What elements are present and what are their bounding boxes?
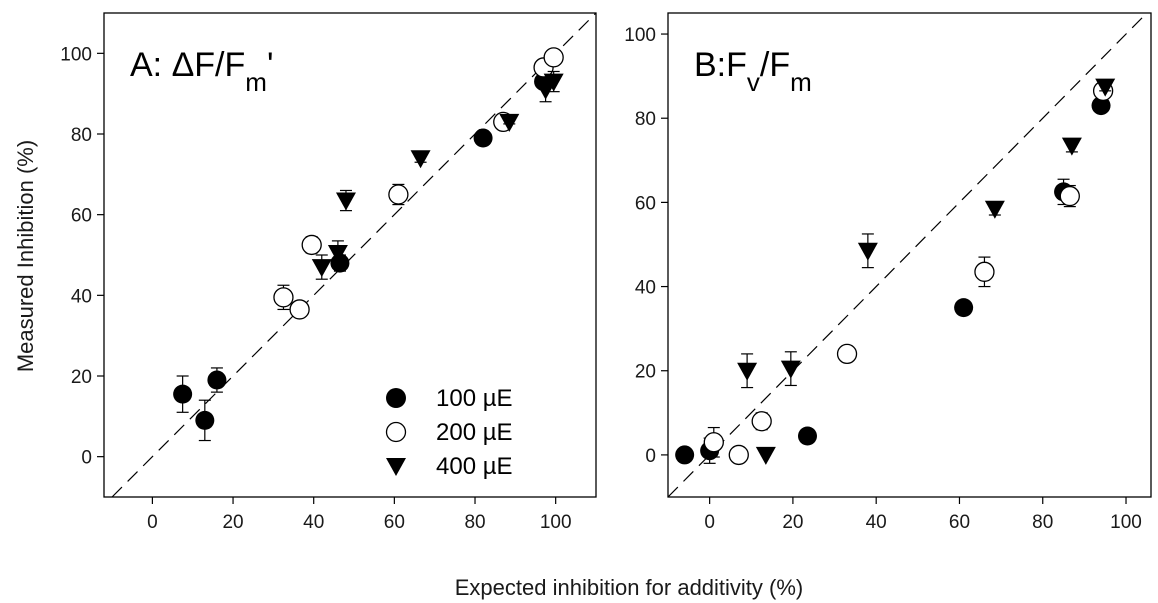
legend-label-100ue: 100 µE bbox=[436, 385, 513, 412]
point-b-100ue-2 bbox=[797, 426, 817, 446]
x-tick-label-a-40: 40 bbox=[303, 512, 324, 533]
panel-b-plot: 0 20 40 60 80 100 0 20 40 60 80 100 B:Fv/Fm bbox=[624, 12, 1152, 533]
x-tick-label-b-20: 20 bbox=[782, 512, 803, 533]
point-b-400ue-1 bbox=[755, 446, 776, 465]
point-b-100ue-3 bbox=[954, 298, 974, 318]
y-tick-label-b-60: 60 bbox=[635, 193, 656, 214]
plot-frame-b bbox=[667, 12, 1152, 498]
legend-label-400ue: 400 µE bbox=[436, 453, 513, 480]
x-tick-label-a-100: 100 bbox=[540, 512, 572, 533]
y-tick-label-a-100: 100 bbox=[60, 44, 92, 65]
legend: 100 µE 200 µE 400 µE bbox=[385, 385, 513, 480]
point-b-200ue-0 bbox=[703, 432, 724, 453]
legend-marker-400ue bbox=[386, 458, 406, 476]
x-tick-label-a-80: 80 bbox=[464, 512, 485, 533]
x-tick-label-a-20: 20 bbox=[222, 512, 243, 533]
point-a-200ue-6 bbox=[543, 47, 564, 68]
y-tick-label-a-0: 0 bbox=[81, 448, 92, 469]
point-a-400ue-5 bbox=[535, 81, 556, 100]
panel-title-b: B:Fv/Fm bbox=[694, 46, 812, 97]
point-b-400ue-6 bbox=[1095, 78, 1116, 97]
y-tick-label-b-40: 40 bbox=[635, 278, 656, 299]
point-a-100ue-3 bbox=[330, 253, 350, 273]
point-a-400ue-0 bbox=[311, 259, 332, 278]
point-a-400ue-4 bbox=[499, 113, 520, 132]
point-a-200ue-0 bbox=[273, 287, 294, 308]
panel-title-a: A: ΔF/Fm' bbox=[130, 46, 273, 97]
point-a-100ue-1 bbox=[195, 410, 215, 430]
point-b-100ue-5 bbox=[1091, 96, 1111, 116]
point-a-400ue-3 bbox=[410, 150, 431, 169]
point-b-400ue-2 bbox=[780, 360, 801, 379]
x-tick-label-a-0: 0 bbox=[147, 512, 158, 533]
y-tick-label-a-80: 80 bbox=[71, 125, 92, 146]
plot-frame-a bbox=[103, 12, 597, 498]
point-a-100ue-0 bbox=[173, 384, 193, 404]
x-tick-label-b-100: 100 bbox=[1110, 512, 1142, 533]
x-axis-title: Expected inhibition for additivity (%) bbox=[455, 575, 804, 600]
x-tick-label-a-60: 60 bbox=[384, 512, 405, 533]
y-tick-label-b-80: 80 bbox=[635, 109, 656, 130]
point-a-200ue-3 bbox=[388, 184, 409, 205]
x-tick-label-b-40: 40 bbox=[866, 512, 887, 533]
point-a-400ue-1 bbox=[327, 244, 348, 263]
legend-marker-100ue bbox=[386, 388, 406, 408]
point-b-400ue-0 bbox=[737, 362, 758, 381]
point-b-200ue-1 bbox=[728, 444, 749, 466]
reference-line-b bbox=[667, 12, 1148, 498]
x-tick-label-b-80: 80 bbox=[1032, 512, 1053, 533]
point-a-100ue-2 bbox=[207, 370, 227, 390]
point-a-200ue-2 bbox=[301, 234, 322, 256]
point-b-200ue-2 bbox=[751, 411, 772, 432]
point-b-400ue-4 bbox=[984, 200, 1005, 219]
point-b-400ue-5 bbox=[1061, 137, 1082, 156]
legend-label-200ue: 200 µE bbox=[436, 419, 513, 446]
point-b-200ue-4 bbox=[974, 261, 995, 282]
y-tick-label-a-60: 60 bbox=[71, 206, 92, 227]
x-tick-label-b-0: 0 bbox=[704, 512, 715, 533]
point-b-400ue-3 bbox=[857, 242, 878, 261]
x-tick-label-b-60: 60 bbox=[949, 512, 970, 533]
point-a-400ue-6 bbox=[543, 73, 564, 92]
point-b-200ue-3 bbox=[836, 343, 858, 365]
point-a-400ue-2 bbox=[335, 192, 356, 211]
y-tick-label-a-40: 40 bbox=[71, 286, 92, 307]
reference-line-a bbox=[111, 12, 597, 498]
y-tick-label-a-20: 20 bbox=[71, 367, 92, 388]
point-a-100ue-4 bbox=[473, 128, 493, 148]
point-b-100ue-0 bbox=[675, 445, 695, 465]
point-a-200ue-1 bbox=[289, 299, 310, 320]
panel-a-plot: 0 20 40 60 80 100 0 20 40 60 80 100 A: ΔF/Fm' bbox=[60, 12, 597, 533]
y-axis-title: Measured Inhibition (%) bbox=[13, 140, 38, 372]
point-b-200ue-5 bbox=[1059, 185, 1080, 207]
legend-marker-200ue bbox=[385, 421, 407, 443]
y-tick-label-b-100: 100 bbox=[624, 25, 656, 46]
y-tick-label-b-20: 20 bbox=[635, 362, 656, 383]
y-tick-label-b-0: 0 bbox=[645, 446, 656, 467]
